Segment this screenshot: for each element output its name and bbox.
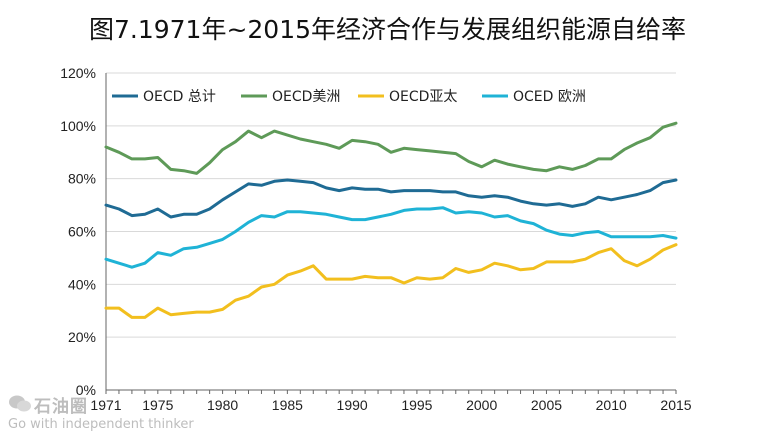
series-lines — [104, 121, 678, 319]
x-tick-label: 2000 — [466, 397, 497, 413]
y-tick-label: 80% — [68, 171, 96, 187]
x-tick-label: 1980 — [207, 397, 238, 413]
series-line — [104, 206, 678, 269]
x-tick-label: 1990 — [337, 397, 368, 413]
y-tick-label: 0% — [76, 382, 96, 398]
legend-label: OECD美洲 — [272, 89, 340, 105]
legend: OECD 总计 OECD美洲 OECD亚太 OCED 欧洲 — [112, 89, 586, 105]
x-tick-label: 2010 — [596, 397, 627, 413]
x-tick-label: 1971 — [90, 397, 121, 413]
chart-title: 图7.1971年~2015年经济合作与发展组织能源自给率 — [88, 15, 687, 44]
x-axis-ticks: 1971 1975 1980 1985 1990 1995 2000 2005 2010 2015 — [90, 390, 692, 413]
y-tick-label: 100% — [60, 118, 96, 134]
x-tick-label: 1985 — [272, 397, 303, 413]
series-line — [104, 178, 678, 219]
y-tick-label: 60% — [68, 224, 96, 240]
x-tick-label: 1975 — [142, 397, 173, 413]
x-tick-label: 1995 — [401, 397, 432, 413]
legend-label: OECD亚太 — [389, 89, 457, 105]
watermark: 石油圈 Go with independent thinker — [8, 392, 194, 432]
y-axis-ticks: 0% 20% 40% 60% 80% 100% 120% — [60, 65, 96, 398]
y-tick-label: 120% — [60, 65, 96, 81]
x-tick-label: 2015 — [660, 397, 691, 413]
series-line — [104, 121, 678, 175]
y-tick-label: 20% — [68, 329, 96, 345]
legend-label: OECD 总计 — [143, 89, 216, 105]
wechat-icon — [9, 395, 31, 412]
x-tick-label: 2005 — [531, 397, 562, 413]
legend-label: OCED 欧洲 — [513, 89, 586, 105]
watermark-name: 石油圈 — [34, 397, 88, 417]
watermark-subtitle: Go with independent thinker — [8, 417, 194, 432]
grid-lines — [106, 72, 676, 338]
y-tick-label: 40% — [68, 276, 96, 292]
series-line — [104, 243, 678, 319]
